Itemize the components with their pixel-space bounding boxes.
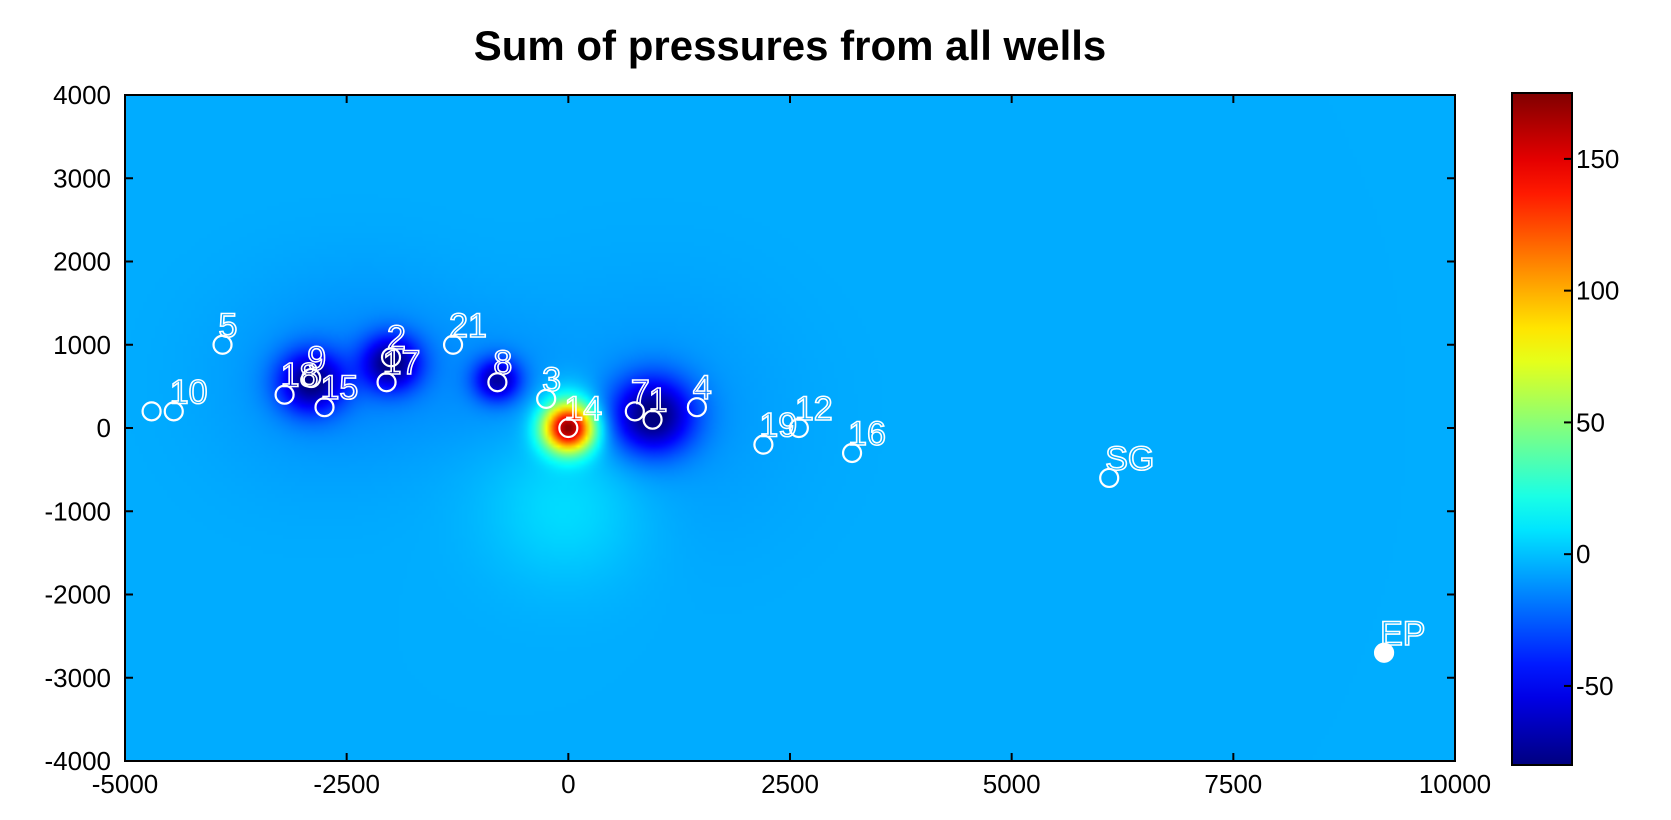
well-label: 12	[795, 390, 833, 428]
well-label: 4	[693, 369, 712, 407]
well-label: 7	[631, 373, 650, 411]
y-tick-label: -1000	[45, 496, 112, 526]
colorbar-tick-label: 150	[1576, 144, 1619, 174]
well-marker	[1373, 642, 1395, 663]
x-tick-label: 2500	[761, 769, 819, 799]
well-marker	[558, 417, 579, 439]
well-marker	[442, 334, 464, 355]
y-tick-label: -2000	[45, 580, 112, 610]
colorbar-tick-label: 0	[1576, 539, 1590, 569]
chart-title: Sum of pressures from all wells	[474, 22, 1107, 69]
x-tick-label: 0	[561, 769, 575, 799]
well-label: 5	[219, 307, 238, 345]
x-tick-label: 10000	[1419, 769, 1491, 799]
well-label: 14	[564, 390, 602, 428]
x-tick-label: 5000	[983, 769, 1041, 799]
well-label: 2	[387, 319, 406, 357]
well-label: 19	[759, 407, 797, 445]
colorbar-ticks: 150 100 50 0 -50	[1564, 144, 1619, 701]
well-label: 17	[383, 344, 421, 382]
well-marker	[301, 367, 322, 389]
well-label: 15	[321, 369, 359, 407]
y-tick-label: 4000	[53, 80, 111, 110]
well-marker	[686, 397, 708, 418]
y-tick-label: 0	[97, 413, 111, 443]
well-marker	[274, 384, 295, 405]
well-label: 9	[307, 340, 326, 378]
well-label: 21	[449, 307, 487, 345]
x-tick-label: -5000	[92, 769, 159, 799]
well-label: 8	[493, 344, 512, 382]
well-label: EP	[1380, 615, 1425, 653]
well-marker	[212, 334, 233, 355]
colorbar-tick-label: 100	[1576, 276, 1619, 306]
well-marker	[376, 372, 397, 393]
well-marker	[163, 401, 184, 422]
y-tick-label: 3000	[53, 163, 111, 193]
y-tick-label: 1000	[53, 330, 111, 360]
well-marker	[753, 434, 774, 455]
colorbar-tick-label: 50	[1576, 407, 1605, 437]
well-label: SG	[1105, 440, 1154, 478]
well-marker	[487, 372, 508, 393]
colorbar-tick-label: -50	[1576, 671, 1614, 701]
well-marker	[642, 409, 663, 430]
well-marker	[788, 417, 809, 439]
y-axis: 4000 3000 2000 1000 0 -1000 -2000 -3000 -4000	[45, 80, 1455, 776]
x-tick-label: -2500	[313, 769, 380, 799]
x-tick-label: 7500	[1204, 769, 1262, 799]
well-marker	[314, 397, 335, 418]
well-marker	[141, 401, 162, 422]
y-tick-label: 2000	[53, 247, 111, 277]
colorbar-scale	[1511, 92, 1573, 766]
colorbar: 150 100 50 0 -50	[1511, 92, 1619, 766]
well-label: 18	[281, 357, 319, 395]
y-tick-label: -3000	[45, 663, 112, 693]
well-label: 16	[848, 415, 886, 453]
well-label: 10	[170, 373, 208, 411]
well-marker	[380, 347, 402, 368]
well-marker	[841, 442, 863, 464]
well-label: 1	[649, 382, 668, 420]
well-marker	[1099, 467, 1120, 489]
y-tick-label: -4000	[45, 746, 112, 776]
well-label: 3	[542, 361, 561, 399]
x-axis: -5000 -2500 0 2500 5000 7500 10000	[92, 95, 1491, 799]
well-marker	[536, 388, 557, 409]
well-marker	[624, 401, 645, 422]
